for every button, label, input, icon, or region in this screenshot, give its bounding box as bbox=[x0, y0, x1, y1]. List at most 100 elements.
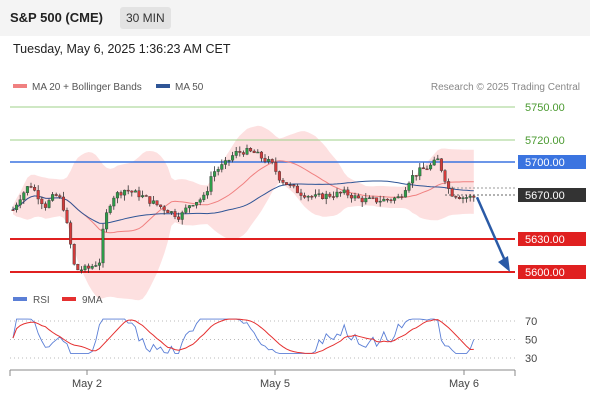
candle-body bbox=[414, 175, 418, 177]
candle-body bbox=[184, 207, 188, 213]
candle-body bbox=[234, 151, 238, 156]
candle-body bbox=[198, 199, 202, 203]
candle-body bbox=[83, 265, 87, 271]
level-box bbox=[518, 155, 586, 169]
candle-body bbox=[15, 204, 19, 210]
level-text: 5670.00 bbox=[525, 190, 565, 202]
forecast-arrow bbox=[475, 196, 510, 272]
candle-body bbox=[187, 205, 191, 209]
candle-body bbox=[29, 186, 33, 188]
candle-body bbox=[400, 196, 404, 198]
candle-body bbox=[40, 198, 44, 205]
candle-body bbox=[162, 206, 166, 211]
candle-body bbox=[90, 266, 94, 269]
candle-body bbox=[76, 264, 80, 271]
x-tick-label: May 5 bbox=[260, 378, 290, 390]
candle-body bbox=[252, 150, 256, 154]
candle-body bbox=[180, 212, 184, 220]
rsi-legend-swatch bbox=[13, 297, 27, 301]
candle-body bbox=[277, 171, 281, 181]
candle-body bbox=[223, 160, 227, 165]
candle-body bbox=[94, 265, 98, 267]
candle-body bbox=[313, 194, 317, 197]
rsi-legend-label: RSI bbox=[33, 295, 50, 306]
candle-body bbox=[245, 148, 249, 155]
candle-body bbox=[403, 190, 407, 198]
candle-body bbox=[378, 200, 382, 203]
candle-body bbox=[418, 167, 422, 177]
level-label-5700: 5700.00 bbox=[518, 155, 586, 169]
candle-body bbox=[141, 195, 145, 198]
candle-body bbox=[396, 196, 400, 199]
forecast-head bbox=[498, 256, 510, 272]
candle-body bbox=[349, 194, 353, 199]
candle-body bbox=[97, 262, 101, 266]
header-bar: S&P 500 (CME) 30 MIN bbox=[0, 0, 590, 36]
timeframe-badge[interactable]: 30 MIN bbox=[120, 7, 171, 29]
candle-body bbox=[342, 189, 346, 194]
candle-body bbox=[436, 158, 440, 161]
candle-body bbox=[353, 195, 357, 199]
candle-body bbox=[274, 162, 278, 172]
candle-body bbox=[259, 151, 263, 159]
candle-body bbox=[306, 196, 310, 198]
candle-body bbox=[151, 200, 155, 204]
candle-body bbox=[126, 189, 130, 192]
candle-body bbox=[191, 205, 195, 207]
candle-body bbox=[123, 189, 127, 196]
candle-body bbox=[443, 170, 447, 182]
candle-body bbox=[22, 192, 26, 200]
candle-body bbox=[51, 194, 55, 201]
candle-body bbox=[166, 210, 170, 213]
candle-body bbox=[346, 189, 350, 196]
candle-body bbox=[303, 195, 307, 198]
forecast-shaft bbox=[475, 196, 508, 264]
candle-body bbox=[432, 159, 436, 166]
candle-body bbox=[61, 196, 65, 211]
ma50-legend-swatch bbox=[156, 84, 170, 88]
candle-body bbox=[450, 188, 454, 197]
candle-body bbox=[454, 196, 458, 198]
candle-body bbox=[238, 151, 242, 153]
candle-body bbox=[360, 197, 364, 203]
level-label-5630: 5630.00 bbox=[518, 232, 586, 246]
candle-body bbox=[213, 171, 217, 177]
candle-body bbox=[202, 194, 206, 200]
candle-body bbox=[249, 148, 253, 152]
candle-body bbox=[270, 159, 274, 163]
candle-body bbox=[375, 197, 379, 203]
level-label-5600: 5600.00 bbox=[518, 265, 586, 279]
candle-body bbox=[321, 193, 325, 200]
level-label-5720: 5720.00 bbox=[525, 135, 565, 147]
rsi-panel: 70 50 30 bbox=[10, 316, 537, 365]
candle-body bbox=[263, 157, 267, 162]
level-lines bbox=[10, 106, 515, 273]
timestamp: Tuesday, May 6, 2025 1:36:23 AM CET bbox=[13, 42, 231, 56]
rsi-tick-label: 50 bbox=[525, 335, 537, 347]
candle-body bbox=[331, 196, 335, 198]
candle-body bbox=[382, 198, 386, 202]
candle-body bbox=[209, 176, 213, 192]
candle-body bbox=[324, 193, 328, 200]
candle-body bbox=[54, 194, 58, 196]
candle-body bbox=[43, 203, 47, 208]
candle-body bbox=[468, 195, 472, 198]
candle-body bbox=[292, 184, 296, 187]
level-text: 5750.00 bbox=[525, 102, 565, 114]
candle-body bbox=[357, 195, 361, 199]
candle-body bbox=[389, 199, 393, 202]
bollinger-fill bbox=[13, 125, 474, 301]
candle-body bbox=[119, 192, 123, 196]
candle-body bbox=[367, 197, 371, 199]
candle-body bbox=[407, 182, 411, 191]
candle-body bbox=[231, 155, 235, 161]
candle-body bbox=[371, 197, 375, 199]
candle-body bbox=[65, 210, 69, 223]
candle-body bbox=[105, 212, 109, 230]
candle-body bbox=[148, 196, 152, 204]
candle-body bbox=[429, 164, 433, 170]
candle-body bbox=[108, 205, 112, 213]
candle-body bbox=[295, 185, 299, 194]
candle-body bbox=[101, 228, 105, 264]
ma50-line bbox=[12, 180, 474, 224]
